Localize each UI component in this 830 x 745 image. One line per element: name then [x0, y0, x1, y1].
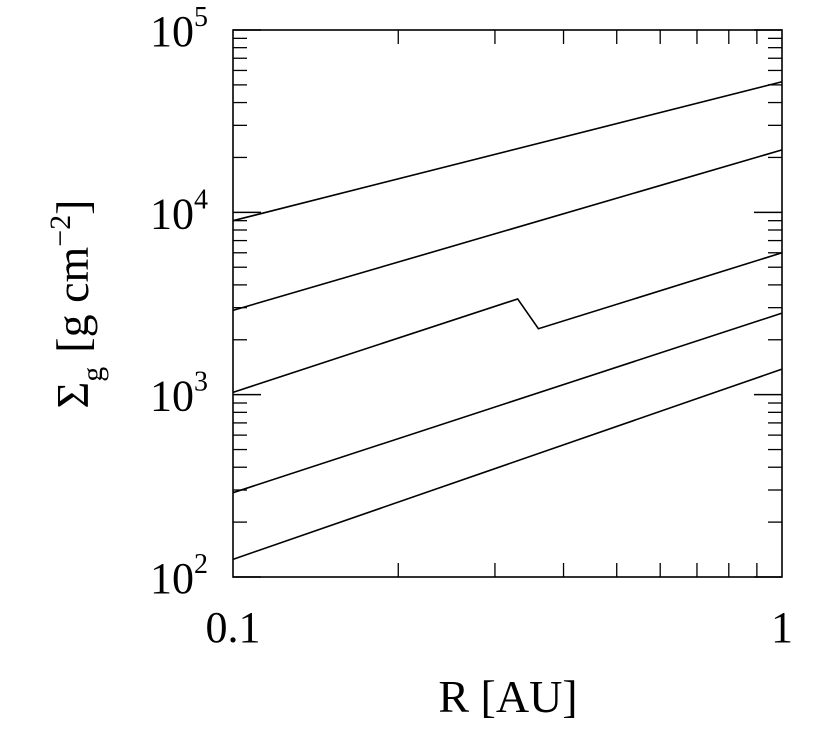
x-tick-label: 0.1	[206, 603, 261, 652]
y-axis-label: Σg [g cm−2]	[44, 199, 109, 408]
series-line-5	[232, 368, 783, 561]
y-axis-label-symbol: Σ	[47, 382, 98, 409]
series-layer	[232, 81, 783, 561]
series-line-1	[232, 81, 783, 222]
plot-frame	[232, 29, 783, 578]
y-tick-label: 102	[150, 549, 208, 603]
y-axis-label-units: [g cm	[47, 247, 98, 353]
y-tick-labels: 102 103 104 105	[150, 2, 208, 603]
major-ticks	[233, 29, 782, 578]
x-axis-label: R [AU]	[438, 671, 577, 722]
svg-text:Σg[g cm−2]: Σg [g cm−2]	[44, 199, 109, 408]
series-line-2	[232, 149, 783, 312]
series-line-3	[232, 252, 783, 394]
series-line-4	[232, 312, 783, 494]
x-tick-label: 1	[771, 603, 793, 652]
minor-ticks	[233, 30, 782, 577]
y-axis-label-units-close: ]	[47, 199, 98, 214]
y-tick-label: 104	[150, 184, 208, 238]
y-tick-label: 105	[150, 2, 208, 56]
x-tick-labels: 0.1 1	[206, 603, 794, 652]
y-axis-label-units-exponent: −2	[44, 215, 77, 247]
y-tick-label: 103	[150, 367, 208, 421]
y-axis-label-subscript: g	[76, 367, 109, 382]
